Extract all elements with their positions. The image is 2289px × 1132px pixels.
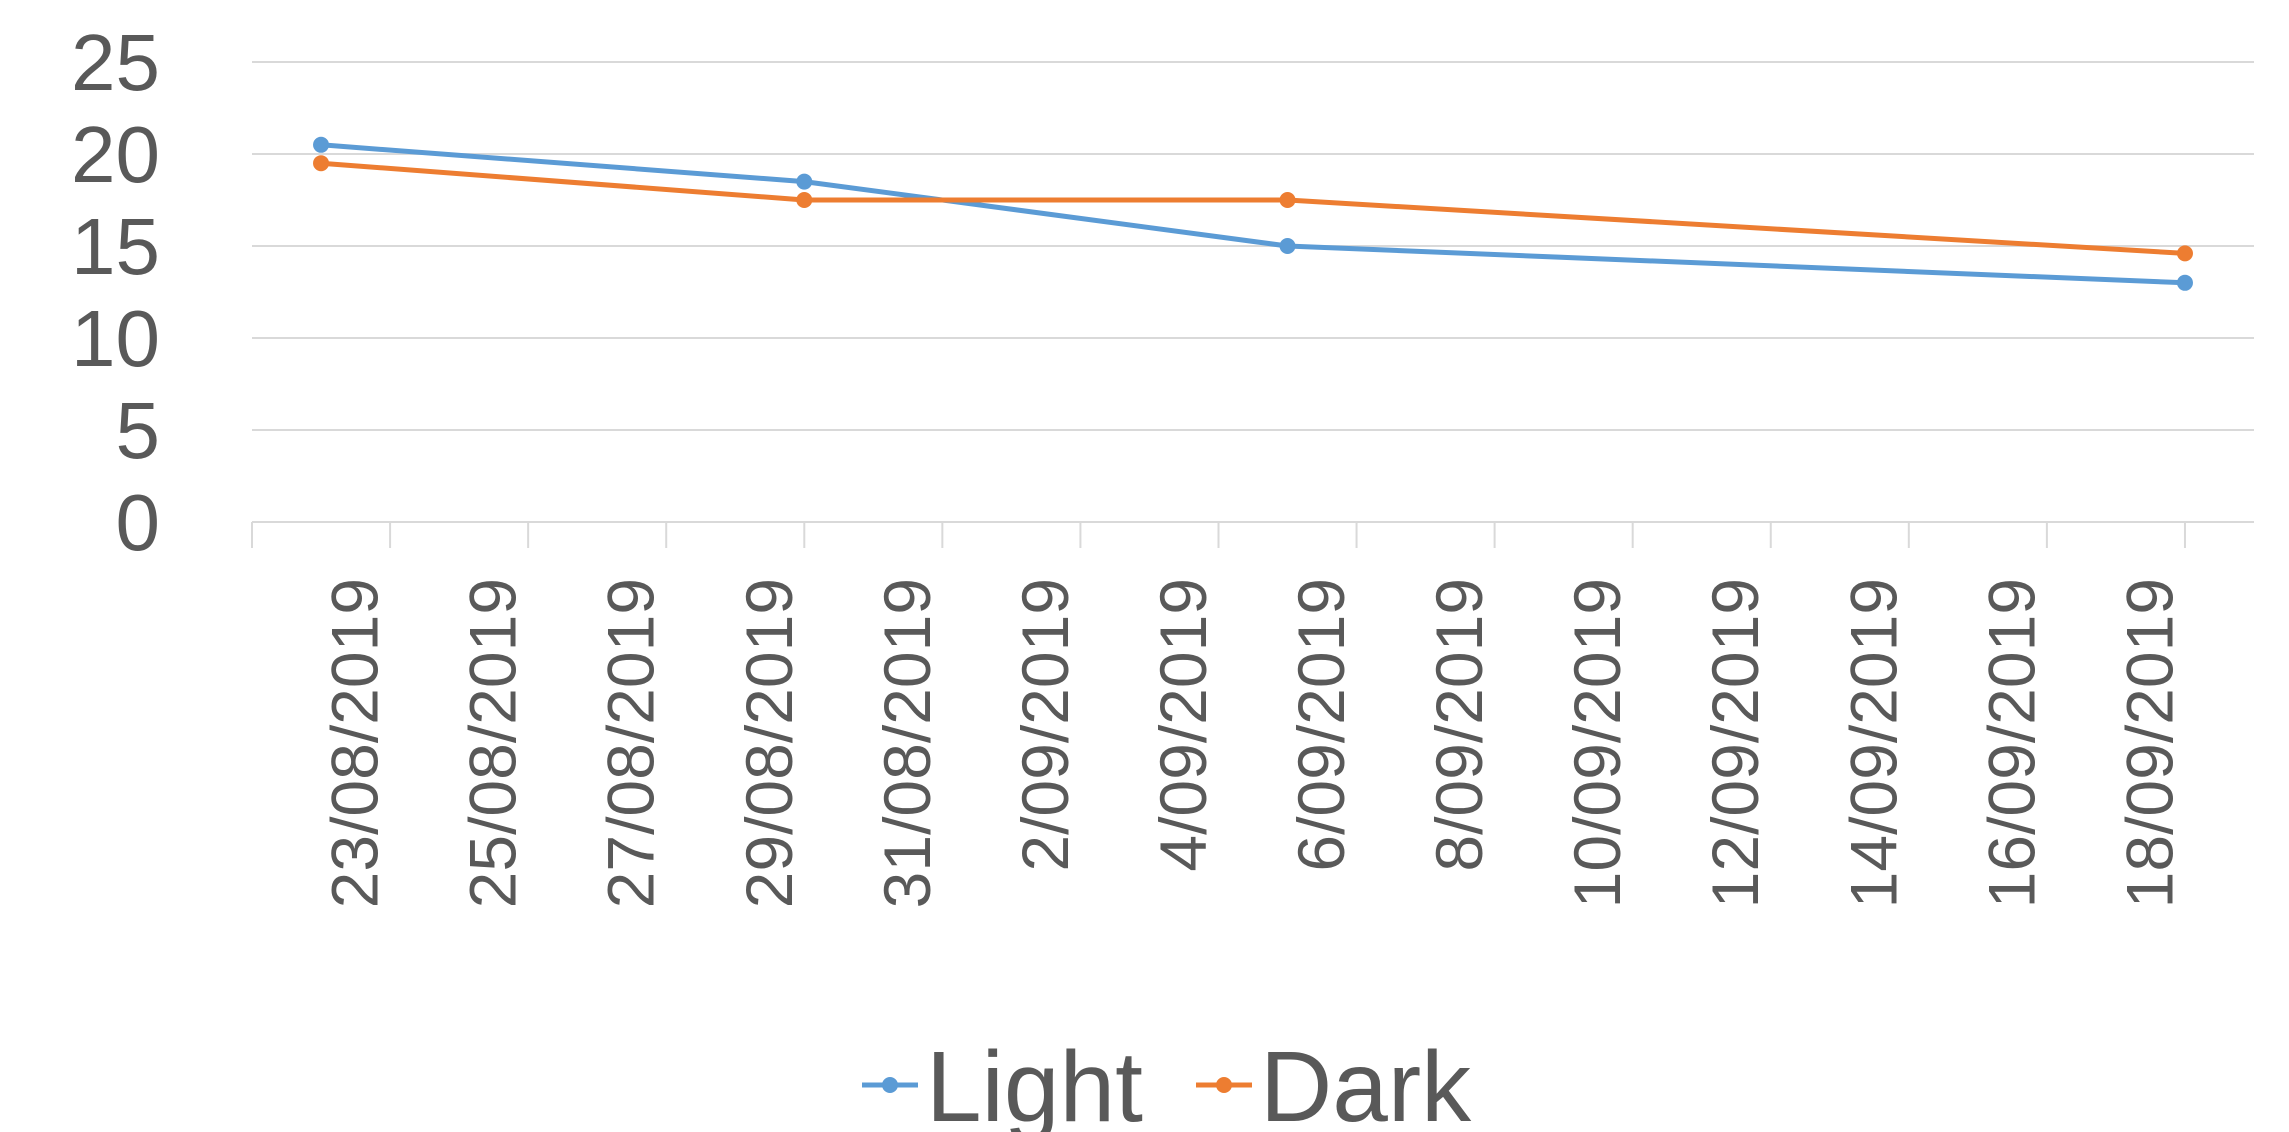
legend-label: Light xyxy=(926,1031,1143,1132)
x-tick-label: 6/09/2019 xyxy=(1284,578,1358,872)
data-point-dark xyxy=(1279,192,1296,208)
x-axis xyxy=(251,521,2254,548)
data-point-light xyxy=(796,173,813,190)
series-layer xyxy=(313,136,2193,291)
legend-swatch-marker xyxy=(1216,1077,1232,1093)
legend-label: Dark xyxy=(1260,1031,1472,1132)
x-tick-label: 10/09/2019 xyxy=(1560,578,1634,908)
y-tick-label: 25 xyxy=(71,18,160,107)
x-tick-label: 29/08/2019 xyxy=(732,578,806,908)
data-point-light xyxy=(1279,238,1296,254)
y-tick-label: 10 xyxy=(71,294,160,383)
x-tick-label: 8/09/2019 xyxy=(1422,578,1496,872)
data-point-dark xyxy=(2176,245,2193,262)
y-tick-label: 15 xyxy=(71,202,160,291)
series-line-dark xyxy=(320,160,2186,256)
series-line-light xyxy=(320,142,2186,286)
y-tick-label: 0 xyxy=(116,478,161,567)
x-tick-label: 12/09/2019 xyxy=(1698,578,1772,908)
y-tick-label: 20 xyxy=(71,110,160,199)
x-tick-label: 14/09/2019 xyxy=(1836,578,1910,908)
x-tick-label: 27/08/2019 xyxy=(594,578,668,908)
data-point-light xyxy=(2176,274,2193,291)
x-tick-label: 18/09/2019 xyxy=(2112,578,2186,908)
data-point-light xyxy=(313,136,330,153)
legend-swatch-marker xyxy=(882,1077,898,1093)
x-tick-label: 23/08/2019 xyxy=(318,578,392,908)
y-tick-label: 5 xyxy=(116,386,161,475)
data-point-dark xyxy=(796,192,813,208)
data-point-dark xyxy=(313,155,330,172)
legend-item-light: Light xyxy=(862,1031,1143,1132)
gridlines xyxy=(252,61,2254,431)
x-tick-label: 25/08/2019 xyxy=(456,578,530,908)
x-tick-label: 31/08/2019 xyxy=(870,578,944,908)
legend-item-dark: Dark xyxy=(1196,1031,1472,1132)
x-tick-label: 4/09/2019 xyxy=(1146,578,1220,872)
x-axis-tick-labels: 23/08/2019 25/08/2019 27/08/2019 29/08/2019… xyxy=(318,578,2187,908)
legend: Light Dark xyxy=(862,1031,1472,1132)
x-tick-label: 2/09/2019 xyxy=(1008,578,1082,872)
x-tick-label: 16/09/2019 xyxy=(1974,578,2048,908)
